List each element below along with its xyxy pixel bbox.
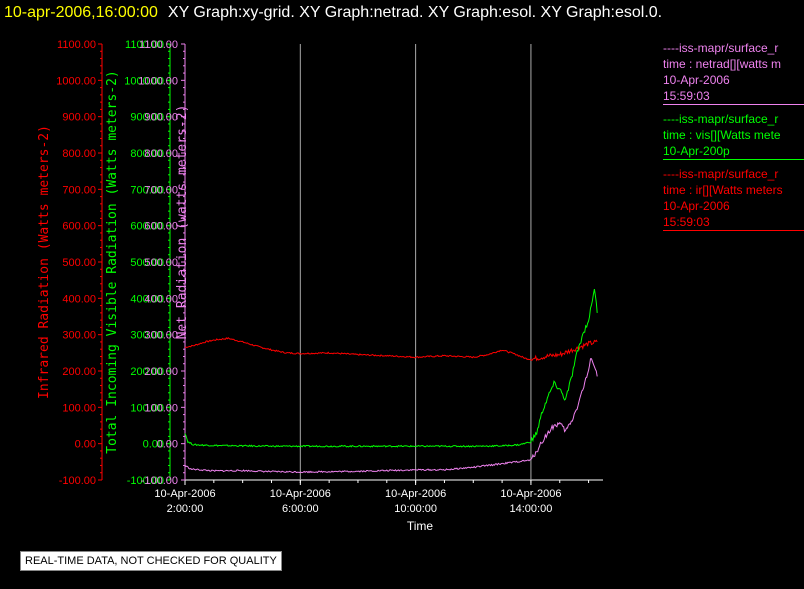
y-tick-label-ir: 600.00 <box>62 221 96 233</box>
legend-text: ----iss-mapr/surface_r <box>663 112 779 126</box>
series-line-ir <box>184 336 598 362</box>
legend-text: time : netrad[][watts m <box>663 57 782 71</box>
y-tick-label-ir: 900.00 <box>62 112 96 124</box>
legend-text: 10-Apr-2006 <box>663 73 730 87</box>
legend-text: time : ir[][Watts meters <box>663 183 783 197</box>
y-tick-label-vis: 100.00 <box>130 402 164 414</box>
series-line-net <box>184 358 598 474</box>
y-axis-title-net: Net Radiation (watts meters-2) <box>175 105 190 340</box>
title-bar: 10-apr-2006,16:00:00 XY Graph:xy-grid. XY… <box>0 0 804 26</box>
y-tick-label-vis: 200.00 <box>130 366 164 378</box>
y-tick-label-ir: 1100.00 <box>57 39 96 51</box>
y-tick-label-net: 800.00 <box>144 148 178 160</box>
y-axis-title-ir: Infrared Radiation (Watts meters-2) <box>37 125 52 399</box>
y-tick-label-vis: 300.00 <box>130 330 164 342</box>
time-label: 10-apr-2006,16:00:00 <box>4 4 158 21</box>
y-tick-label-vis: 0.00 <box>143 439 164 451</box>
y-tick-label-net: 500.00 <box>144 257 178 269</box>
y-tick-label-vis: 1100.00 <box>125 39 164 51</box>
legend-text: ----iss-mapr/surface_r <box>663 41 779 55</box>
y-tick-label-net: 100.00 <box>144 402 178 414</box>
y-tick-label-net: 900.00 <box>144 112 178 124</box>
x-tick-label-time: 2:00:00 <box>167 503 204 515</box>
legend-text: 15:59:03 <box>663 215 710 229</box>
x-tick-label-date: 10-Apr-2006 <box>154 488 215 500</box>
y-tick-label-ir: 200.00 <box>62 366 96 378</box>
y-tick-label-ir: 100.00 <box>62 402 96 414</box>
y-axis-title-vis: Total Incoming Visible Radiation (Watts … <box>105 70 120 454</box>
y-tick-label-ir: -100.00 <box>59 475 96 487</box>
y-tick-label-ir: 700.00 <box>62 184 96 196</box>
y-tick-label-vis: 800.00 <box>130 148 164 160</box>
y-tick-label-net: 1000.00 <box>138 75 178 87</box>
y-tick-label-vis: 1000.00 <box>124 75 164 87</box>
y-tick-label-net: 600.00 <box>144 221 178 233</box>
y-tick-label-net: 400.00 <box>144 293 178 305</box>
legend-rule <box>663 230 804 231</box>
legend-text: 10-Apr-2006 <box>663 199 730 213</box>
graph-list-label: XY Graph:xy-grid. XY Graph:netrad. XY Gr… <box>167 4 663 21</box>
legend-text: 15:59:03 <box>663 89 710 103</box>
legend-rule <box>663 159 804 160</box>
y-tick-label-vis: 700.00 <box>130 184 164 196</box>
y-tick-label-net: -100.00 <box>141 475 178 487</box>
y-tick-label-vis: 400.00 <box>130 293 164 305</box>
x-tick-label-time: 6:00:00 <box>282 503 319 515</box>
y-tick-label-ir: 400.00 <box>62 293 96 305</box>
y-tick-label-net: 200.00 <box>144 366 178 378</box>
legend-text: 10-Apr-200p <box>663 144 730 158</box>
x-tick-label-time: 14:00:00 <box>510 503 553 515</box>
legend-rule <box>663 104 804 105</box>
quality-notice: REAL-TIME DATA, NOT CHECKED FOR QUALITY <box>20 551 282 571</box>
y-tick-label-net: 700.00 <box>144 184 178 196</box>
y-tick-label-ir: 500.00 <box>62 257 96 269</box>
y-tick-label-ir: 1000.00 <box>56 75 96 87</box>
legend-text: ----iss-mapr/surface_r <box>663 167 779 181</box>
x-tick-label-date: 10-Apr-2006 <box>385 488 446 500</box>
x-tick-label-time: 10:00:00 <box>394 503 437 515</box>
y-tick-label-vis: 500.00 <box>130 257 164 269</box>
y-tick-label-vis: 600.00 <box>130 221 164 233</box>
legend-text: time : vis[][Watts mete <box>663 128 781 142</box>
y-tick-label-ir: 800.00 <box>62 148 96 160</box>
y-tick-label-net: 0.00 <box>157 439 178 451</box>
y-tick-label-ir: 300.00 <box>62 330 96 342</box>
y-tick-label-net: 300.00 <box>144 330 178 342</box>
series-line-vis <box>184 289 598 448</box>
y-tick-label-vis: 900.00 <box>130 112 164 124</box>
x-tick-label-date: 10-Apr-2006 <box>270 488 331 500</box>
y-tick-label-vis: -100.00 <box>127 475 164 487</box>
y-tick-label-net: 1100.00 <box>139 39 178 51</box>
x-axis-title: Time <box>407 519 434 533</box>
x-tick-label-date: 10-Apr-2006 <box>500 488 561 500</box>
y-tick-label-ir: 0.00 <box>75 439 96 451</box>
